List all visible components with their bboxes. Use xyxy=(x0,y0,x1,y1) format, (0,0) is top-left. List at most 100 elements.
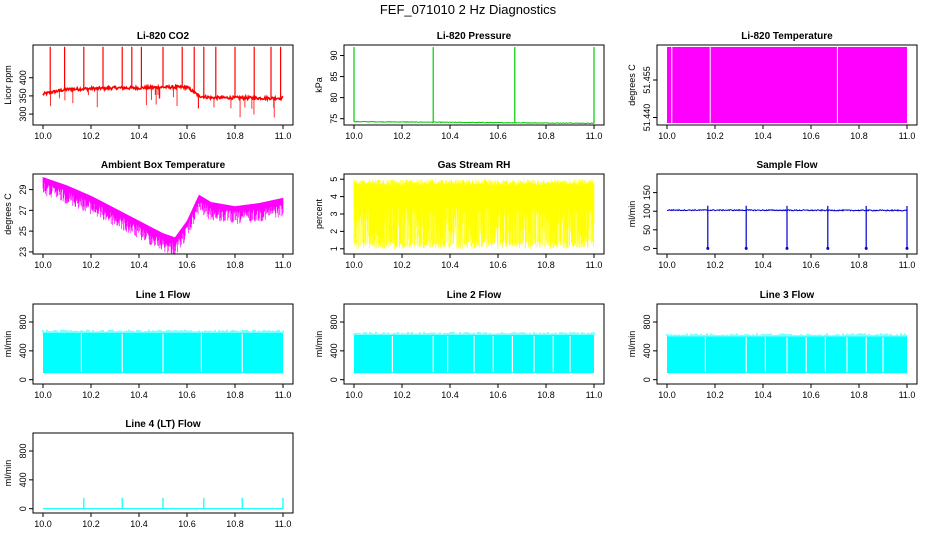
y-tick-label: 3 xyxy=(329,211,339,216)
panel-sample: Sample Flow 10.0 10.2 10.4 10.6 10.8 11.0 0 50 10… xyxy=(627,160,918,270)
x-tick-label: 10.6 xyxy=(178,260,196,270)
x-tick-label: 11.0 xyxy=(899,260,916,270)
x-tick-label: 10.8 xyxy=(226,519,244,529)
panel-title: Li-820 Temperature xyxy=(741,31,833,42)
x-tick-label: 10.2 xyxy=(393,390,411,400)
x-tick-label: 10.4 xyxy=(441,260,459,270)
y-axis-label: ml/min xyxy=(314,331,324,358)
y-tick-label: 800 xyxy=(18,444,28,459)
x-tick-label: 10.8 xyxy=(850,390,868,400)
x-tick-label: 10.6 xyxy=(802,260,820,270)
plot-area-sample xyxy=(666,205,909,250)
plot-area-pressure xyxy=(353,47,595,125)
x-tick-label: 10.4 xyxy=(130,131,148,141)
x-tick-label: 11.0 xyxy=(275,390,292,400)
plot-area-rh xyxy=(353,179,595,249)
x-tick-label: 10.0 xyxy=(345,390,363,400)
x-tick-label: 10.2 xyxy=(706,390,724,400)
y-axis-label: ml/min xyxy=(627,331,637,358)
x-tick-label: 11.0 xyxy=(586,260,603,270)
series-dip-point xyxy=(905,246,909,250)
x-tick-label: 10.6 xyxy=(178,519,196,529)
x-tick-label: 10.0 xyxy=(658,260,676,270)
y-axis-label: kPa xyxy=(314,77,324,93)
panel-title: Li-820 CO2 xyxy=(137,31,190,42)
y-tick-label: 400 xyxy=(642,343,652,358)
x-tick-label: 10.4 xyxy=(754,260,772,270)
x-tick-label: 11.0 xyxy=(586,131,603,141)
series-noise xyxy=(666,333,908,337)
series-dip-point xyxy=(785,246,789,250)
y-tick-label: 29 xyxy=(18,185,28,195)
x-tick-label: 10.8 xyxy=(226,260,244,270)
panel-frame xyxy=(32,173,294,255)
panel-title: Line 4 (LT) Flow xyxy=(125,419,201,430)
series-dip-point xyxy=(706,246,710,250)
y-tick-label: 51.455 xyxy=(642,66,652,94)
x-tick-label: 10.6 xyxy=(802,131,820,141)
y-tick-label: 50 xyxy=(642,225,652,235)
x-tick-label: 10.0 xyxy=(345,131,363,141)
x-tick-label: 10.0 xyxy=(34,390,52,400)
panel-line3: Line 3 Flow 10.0 10.2 10.4 10.6 10.8 11.0 0 400 8… xyxy=(627,290,918,400)
y-tick-label: 400 xyxy=(18,70,28,85)
y-tick-label: 2 xyxy=(329,229,339,234)
panel-frame xyxy=(656,303,918,385)
plot-area-temperature xyxy=(667,47,907,123)
y-tick-label: 350 xyxy=(18,88,28,103)
y-tick-label: 0 xyxy=(329,377,339,382)
x-tick-label: 10.6 xyxy=(802,390,820,400)
x-tick-label: 11.0 xyxy=(275,260,292,270)
panel-line1: Line 1 Flow 10.0 10.2 10.4 10.6 10.8 11.0 0 400 8… xyxy=(3,290,294,400)
series-rh xyxy=(353,179,595,249)
y-tick-label: 27 xyxy=(18,205,28,215)
panel-title: Line 3 Flow xyxy=(760,290,815,301)
plot-area-line3 xyxy=(666,333,908,374)
panel-temperature: Li-820 Temperature 10.0 10.2 10.4 10.6 10.8 11… xyxy=(627,31,918,141)
y-tick-label: 0 xyxy=(18,377,28,382)
panel-title: Line 1 Flow xyxy=(136,290,191,301)
x-tick-label: 10.6 xyxy=(178,390,196,400)
y-tick-label: 800 xyxy=(642,315,652,330)
y-axis-label: ml/min xyxy=(3,460,13,487)
x-tick-label: 10.0 xyxy=(658,131,676,141)
series-fill xyxy=(667,47,907,123)
panel-rh: Gas Stream RH 10.0 10.2 10.4 10.6 10.8 11.0 1 2 3… xyxy=(314,160,605,270)
panel-title: Line 2 Flow xyxy=(447,290,502,301)
x-tick-label: 10.4 xyxy=(754,131,772,141)
x-tick-label: 10.8 xyxy=(850,260,868,270)
y-tick-label: 90 xyxy=(329,51,339,61)
y-axis-label: degrees C xyxy=(3,193,13,235)
series-line xyxy=(353,120,595,125)
panel-frame xyxy=(343,303,605,385)
plot-area-line2 xyxy=(353,331,595,374)
x-tick-label: 10.2 xyxy=(393,131,411,141)
x-tick-label: 10.0 xyxy=(34,131,52,141)
y-tick-label: 5 xyxy=(329,177,339,182)
x-tick-label: 10.4 xyxy=(754,390,772,400)
panel-ambient: Ambient Box Temperature 10.0 10.2 10.4 10.6 1… xyxy=(3,160,294,270)
x-tick-label: 10.6 xyxy=(489,260,507,270)
y-axis-label: ml/min xyxy=(627,201,637,228)
y-tick-label: 4 xyxy=(329,194,339,199)
x-tick-label: 10.2 xyxy=(82,260,100,270)
figure-title: FEF_071010 2 Hz Diagnostics xyxy=(379,2,557,17)
x-tick-label: 10.2 xyxy=(82,390,100,400)
y-tick-label: 75 xyxy=(329,114,339,124)
plot-area-line4 xyxy=(43,497,284,510)
y-tick-label: 800 xyxy=(329,315,339,330)
x-tick-label: 10.4 xyxy=(130,390,148,400)
series-ambient xyxy=(42,177,284,255)
panel-frame xyxy=(656,44,918,126)
x-tick-label: 11.0 xyxy=(586,390,603,400)
x-tick-label: 10.2 xyxy=(82,519,100,529)
y-axis-label: degrees C xyxy=(627,64,637,106)
x-tick-label: 11.0 xyxy=(899,390,916,400)
panel-frame xyxy=(343,44,605,126)
y-tick-label: 25 xyxy=(18,226,28,236)
series-noise xyxy=(353,331,595,335)
x-tick-label: 11.0 xyxy=(899,131,916,141)
y-tick-label: 800 xyxy=(18,315,28,330)
x-tick-label: 10.2 xyxy=(706,131,724,141)
